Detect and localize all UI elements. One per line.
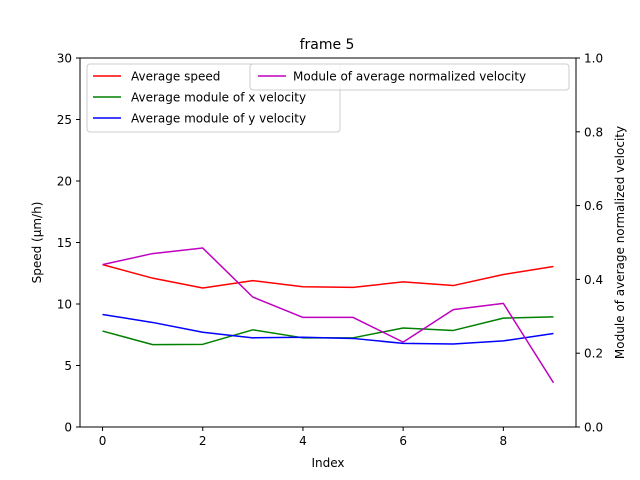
right-y-axis: 0.0 0.2 0.4 0.6 0.8 1.0: [576, 52, 603, 435]
x-tick-label: 0: [99, 434, 107, 448]
chart-title: frame 5: [300, 37, 355, 53]
x-axis-label: Index: [311, 456, 344, 470]
legend-label: Module of average normalized velocity: [293, 70, 526, 84]
left-y-tick-label: 5: [64, 359, 72, 373]
left-y-tick-label: 15: [57, 236, 72, 250]
left-y-axis: 0 5 10 15 20 25 30: [57, 52, 80, 435]
series-line-1: [102, 263, 554, 289]
right-y-tick-label: 0.2: [584, 347, 603, 361]
legend-label: Average module of y velocity: [131, 112, 306, 126]
right-y-tick-label: 0.6: [584, 199, 603, 213]
legend-box-right: [249, 63, 570, 91]
x-tick-label: 6: [399, 434, 407, 448]
series-line-2: [102, 316, 554, 346]
series-lines: [102, 247, 555, 384]
x-tick-label: 2: [199, 434, 207, 448]
x-axis: 0 2 4 6 8: [99, 427, 507, 448]
right-y-tick-label: 0.8: [584, 125, 603, 139]
legend: Average speed Average module of x velocit…: [86, 63, 570, 133]
right-y-axis-label: Module of average normalized velocity: [613, 126, 627, 359]
series-line-4: [102, 247, 555, 384]
legend-label: Average speed: [131, 70, 220, 84]
left-y-tick-label: 25: [57, 113, 72, 127]
x-tick-label: 8: [500, 434, 508, 448]
right-y-tick-label: 1.0: [584, 52, 603, 66]
left-y-tick-label: 0: [64, 421, 72, 435]
legend-label: Average module of x velocity: [131, 91, 306, 105]
left-y-tick-label: 30: [57, 52, 72, 66]
right-y-tick-label: 0.4: [584, 273, 603, 287]
left-y-tick-label: 10: [57, 298, 72, 312]
right-y-tick-label: 0.0: [584, 421, 603, 435]
left-y-axis-label: Speed (μm/h): [30, 202, 44, 284]
x-tick-label: 4: [299, 434, 307, 448]
series-line-3: [102, 313, 554, 345]
plot-frame: [79, 57, 577, 428]
left-y-tick-label: 20: [57, 175, 72, 189]
